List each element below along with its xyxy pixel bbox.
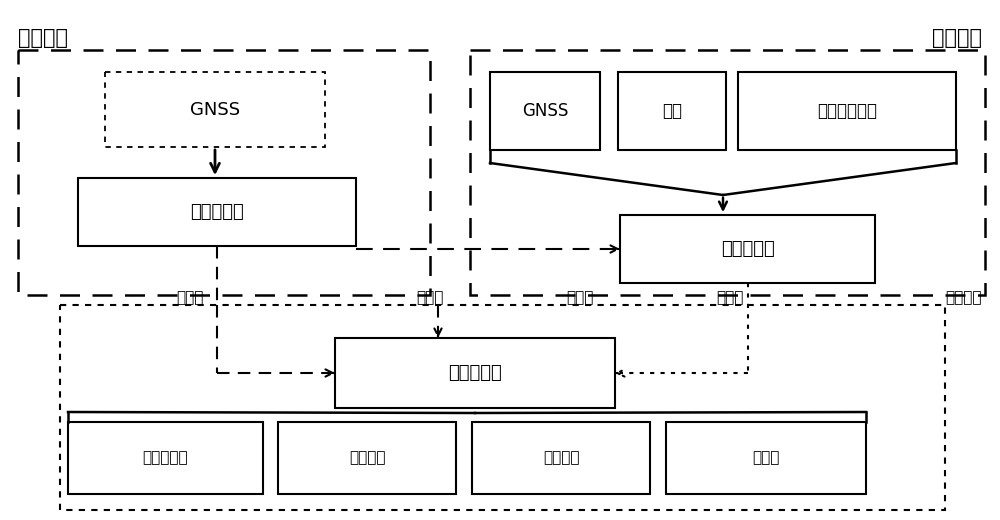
Bar: [278, 422, 456, 494]
Bar: [490, 72, 600, 150]
Text: 一体化测船: 一体化测船: [721, 240, 774, 258]
Text: 正常高: 正常高: [416, 291, 444, 306]
Text: 水下部分: 水下部分: [946, 290, 982, 305]
Text: 水面部分: 水面部分: [932, 28, 982, 48]
Bar: [68, 422, 263, 494]
Text: 供电单元: 供电单元: [543, 450, 579, 465]
Bar: [472, 422, 650, 494]
Bar: [60, 305, 945, 510]
Text: 正常高: 正常高: [566, 291, 594, 306]
Text: 陆地部分: 陆地部分: [18, 28, 68, 48]
Bar: [18, 50, 430, 295]
Text: 正常高: 正常高: [176, 291, 204, 306]
Text: 陆地基准点: 陆地基准点: [190, 203, 244, 221]
Text: 控制单元: 控制单元: [349, 450, 385, 465]
Text: GNSS: GNSS: [522, 102, 568, 120]
Text: 收发换能器: 收发换能器: [143, 450, 188, 465]
Bar: [618, 72, 726, 150]
Text: 大地高: 大地高: [716, 291, 744, 306]
Bar: [620, 215, 875, 283]
Bar: [105, 72, 325, 147]
Text: 水声测距设备: 水声测距设备: [817, 102, 877, 120]
Text: 水位计: 水位计: [752, 450, 780, 465]
Text: 海底控制点: 海底控制点: [448, 364, 502, 382]
Bar: [335, 338, 615, 408]
Bar: [666, 422, 866, 494]
Bar: [78, 178, 356, 246]
Bar: [470, 50, 985, 295]
Bar: [738, 72, 956, 150]
Text: 惯导: 惯导: [662, 102, 682, 120]
Text: GNSS: GNSS: [190, 100, 240, 119]
